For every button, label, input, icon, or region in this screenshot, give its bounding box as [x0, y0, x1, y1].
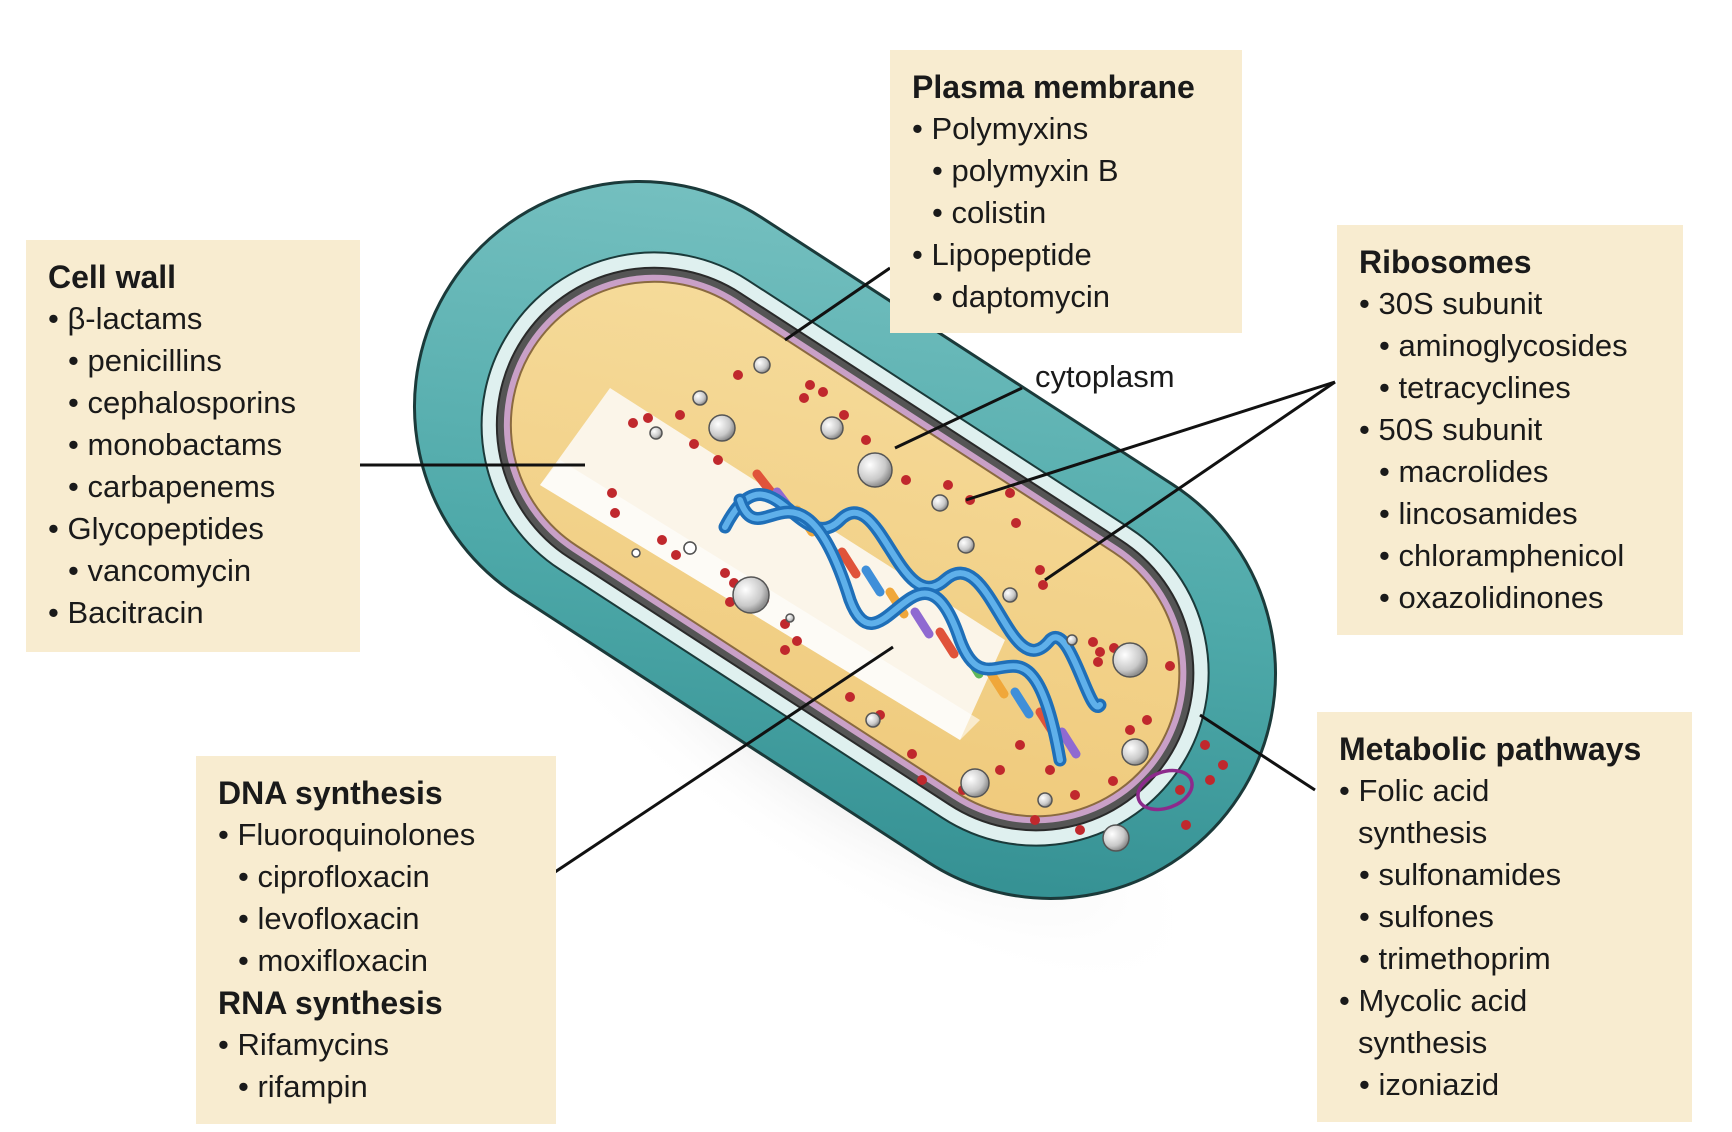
- list-item: Mycolic acid: [1339, 980, 1670, 1022]
- list-item: cephalosporins: [48, 382, 338, 424]
- list-item: monobactams: [48, 424, 338, 466]
- list-item: sulfonamides: [1339, 854, 1670, 896]
- list-item: 50S subunit: [1359, 409, 1661, 451]
- list-item: colistin: [912, 192, 1220, 234]
- list-item: Rifamycins: [218, 1024, 534, 1066]
- plasma-membrane-title: Plasma membrane: [912, 69, 1195, 105]
- nucleoid-cutaway: [540, 388, 1005, 740]
- list-item: Fluoroquinolones: [218, 814, 534, 856]
- list-item: β-lactams: [48, 298, 338, 340]
- list-item: Glycopeptides: [48, 508, 338, 550]
- list-item: penicillins: [48, 340, 338, 382]
- list-item: Folic acid: [1339, 770, 1670, 812]
- list-item: aminoglycosides: [1359, 325, 1661, 367]
- list-item: polymyxin B: [912, 150, 1220, 192]
- list-item: chloramphenicol: [1359, 535, 1661, 577]
- list-item: Bacitracin: [48, 592, 338, 634]
- rna-synthesis-title: RNA synthesis: [218, 985, 443, 1021]
- list-item: levofloxacin: [218, 898, 534, 940]
- dna-rna-synthesis-box: DNA synthesis Fluoroquinolones ciproflox…: [196, 756, 556, 1124]
- ribosomes-box: Ribosomes 30S subunit aminoglycosides te…: [1337, 225, 1683, 635]
- dna-helix: [718, 469, 1107, 767]
- list-item: vancomycin: [48, 550, 338, 592]
- list-item: oxazolidinones: [1359, 577, 1661, 619]
- dna-synthesis-title: DNA synthesis: [218, 775, 443, 811]
- metabolic-pathways-title: Metabolic pathways: [1339, 731, 1642, 767]
- cell-wall-title: Cell wall: [48, 259, 177, 295]
- list-item: carbapenems: [48, 466, 338, 508]
- list-item: trimethoprim: [1339, 938, 1670, 980]
- list-item: Lipopeptide: [912, 234, 1220, 276]
- list-item: rifampin: [218, 1066, 534, 1108]
- cell-wall-box: Cell wall β-lactams penicillins cephalos…: [26, 240, 360, 652]
- plasma-membrane-box: Plasma membrane Polymyxins polymyxin B c…: [890, 50, 1242, 333]
- cytoplasm-granules: [631, 356, 1149, 852]
- ribosome-dots: [607, 370, 1228, 835]
- list-item-continuation: synthesis: [1358, 1025, 1488, 1060]
- cytoplasm-label: cytoplasm: [1035, 359, 1175, 394]
- plasmid-ring: [1136, 768, 1194, 812]
- leader-lines: [360, 266, 1336, 874]
- list-item: 30S subunit: [1359, 283, 1661, 325]
- list-item: izoniazid: [1339, 1064, 1670, 1106]
- list-item: macrolides: [1359, 451, 1661, 493]
- list-item: ciprofloxacin: [218, 856, 534, 898]
- list-item: tetracyclines: [1359, 367, 1661, 409]
- list-item: lincosamides: [1359, 493, 1661, 535]
- list-item: Polymyxins: [912, 108, 1220, 150]
- metabolic-pathways-box: Metabolic pathways Folic acid synthesis …: [1317, 712, 1692, 1122]
- ribosomes-title: Ribosomes: [1359, 244, 1532, 280]
- list-item: sulfones: [1339, 896, 1670, 938]
- list-item: daptomycin: [912, 276, 1220, 318]
- list-item-continuation: synthesis: [1358, 815, 1488, 850]
- list-item: moxifloxacin: [218, 940, 534, 982]
